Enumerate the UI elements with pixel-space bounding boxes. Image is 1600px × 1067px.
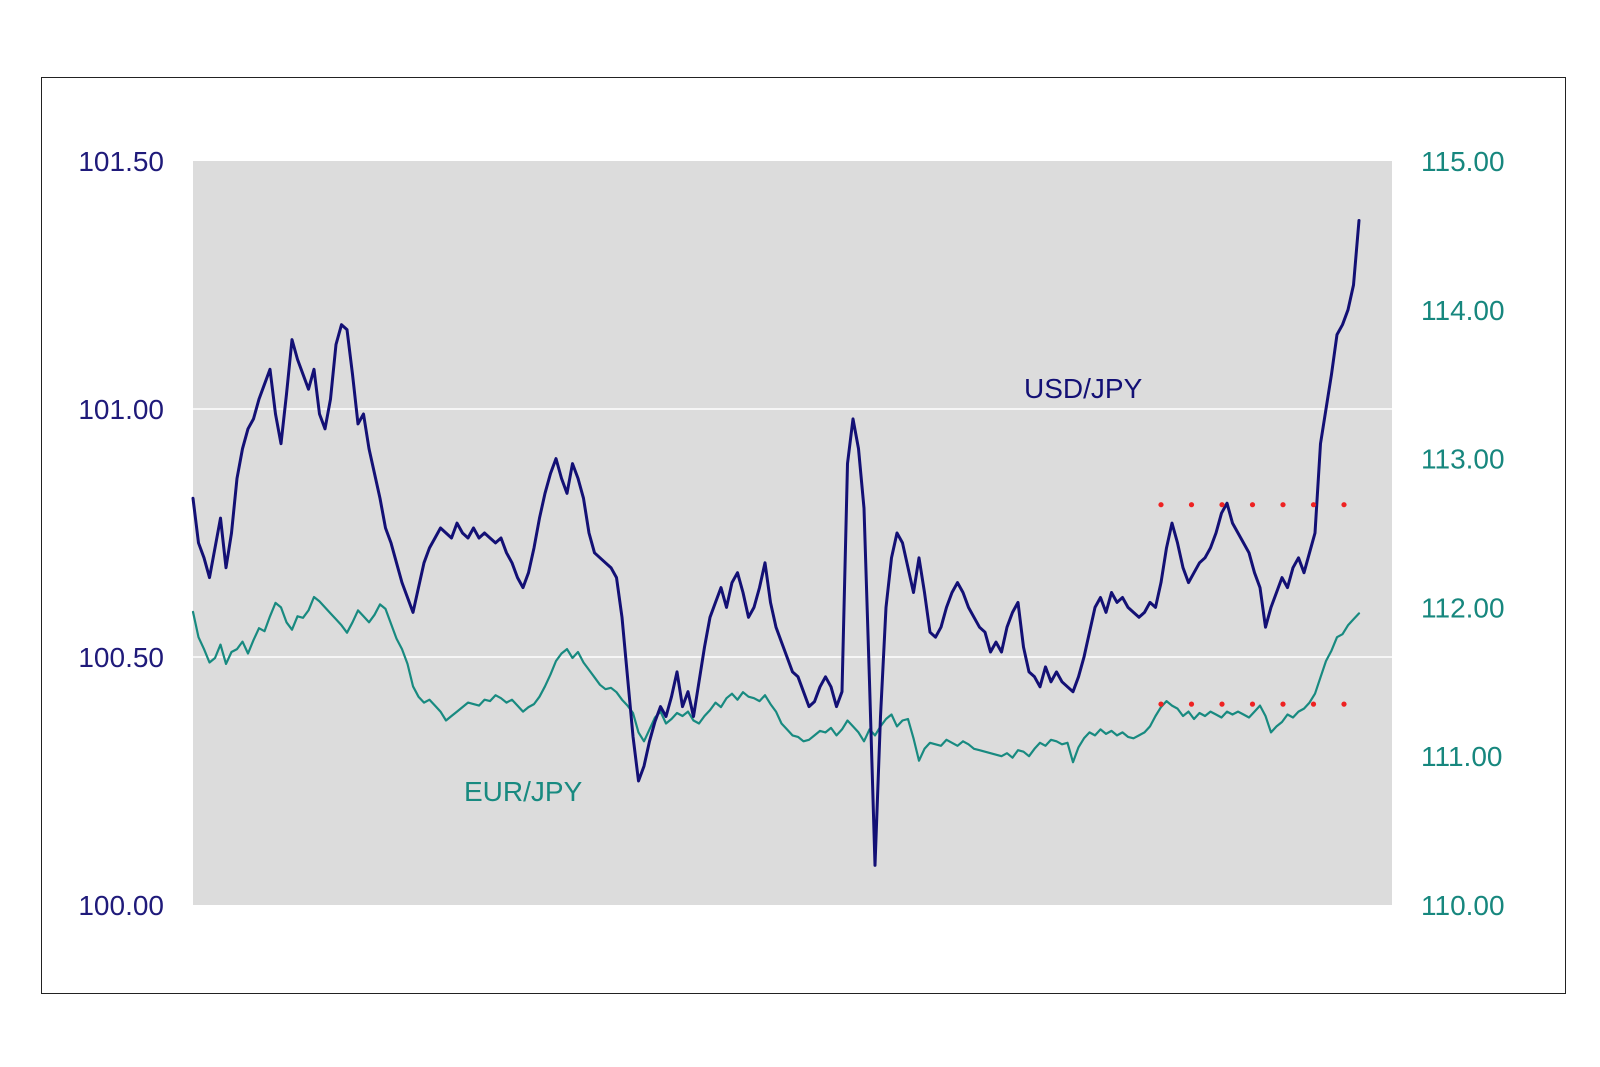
reference-dot — [1341, 502, 1347, 508]
left-tick-label: 101.00 — [78, 394, 164, 425]
series-label-eur-jpy: EUR/JPY — [464, 776, 583, 807]
left-tick-label: 100.50 — [78, 642, 164, 673]
right-tick-label: 114.00 — [1421, 295, 1505, 326]
chart-frame: 100.00 100.50 101.00 101.50 110.00 111.00 112… — [41, 77, 1566, 994]
reference-dot — [1310, 502, 1317, 508]
right-axis-ticks: 110.00 111.00 112.00 113.00 114.00 115.00 — [1421, 146, 1505, 921]
reference-dot — [1188, 502, 1195, 508]
reference-dot — [1158, 701, 1164, 707]
fx-dual-axis-chart: 100.00 100.50 101.00 101.50 110.00 111.00 112… — [78, 146, 1505, 921]
reference-dot — [1158, 502, 1164, 508]
right-tick-label: 113.00 — [1421, 444, 1505, 475]
plot-background — [193, 161, 1392, 905]
reference-dot — [1310, 701, 1317, 707]
reference-line-1 — [1158, 701, 1347, 707]
reference-dot — [1249, 502, 1256, 508]
reference-lines — [1158, 502, 1347, 707]
reference-dot — [1280, 502, 1286, 508]
series-label-usd-jpy: USD/JPY — [1024, 373, 1143, 404]
reference-dot — [1219, 502, 1225, 508]
left-axis-ticks: 100.00 100.50 101.00 101.50 — [78, 146, 164, 921]
reference-dot — [1249, 701, 1256, 707]
series-layer — [191, 219, 1361, 867]
right-tick-label: 115.00 — [1421, 146, 1505, 177]
reference-dot — [1280, 701, 1286, 707]
series-line-eur-jpy — [191, 595, 1361, 764]
series-labels: USD/JPY EUR/JPY — [464, 373, 1143, 807]
gridlines — [193, 408, 1392, 658]
series-line-usd-jpy — [191, 219, 1361, 867]
reference-line-0 — [1158, 502, 1347, 508]
left-tick-label: 101.50 — [78, 146, 164, 177]
reference-dot — [1341, 701, 1347, 707]
right-tick-label: 112.00 — [1421, 592, 1505, 623]
right-tick-label: 110.00 — [1421, 890, 1505, 921]
reference-dot — [1219, 701, 1225, 707]
left-tick-label: 100.00 — [78, 890, 164, 921]
right-tick-label: 111.00 — [1421, 741, 1502, 772]
reference-dot — [1188, 701, 1195, 707]
